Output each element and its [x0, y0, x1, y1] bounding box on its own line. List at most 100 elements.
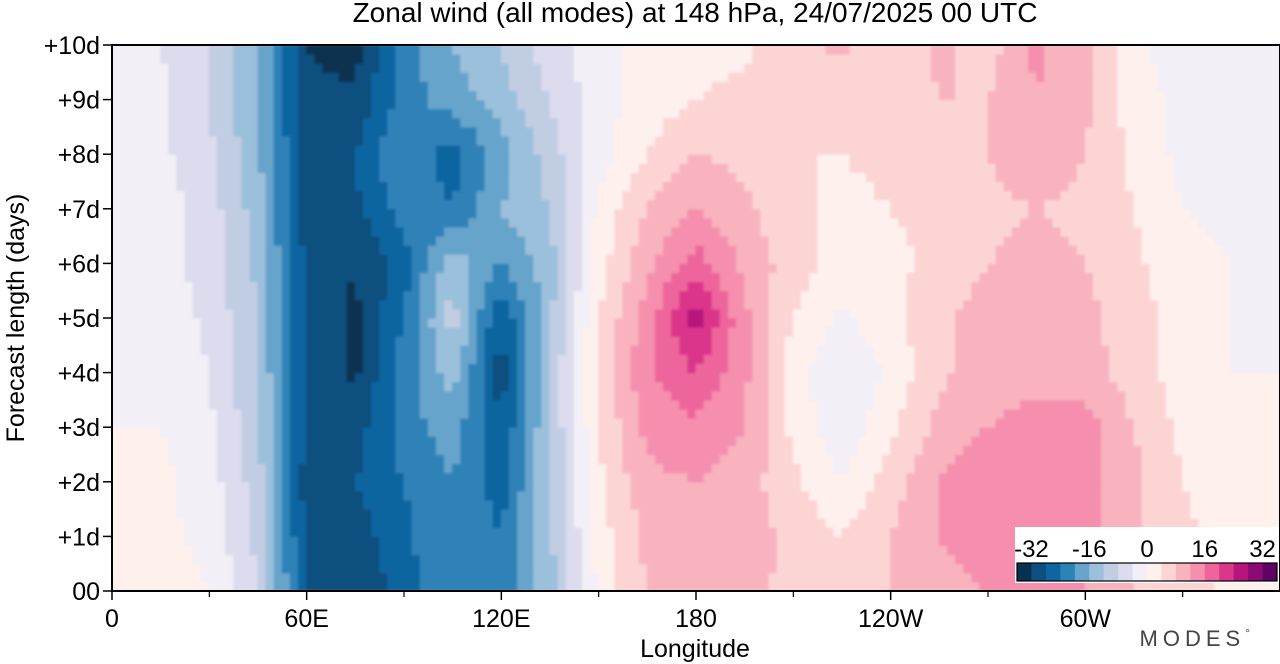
heatmap-cell [719, 517, 729, 528]
heatmap-cell [711, 381, 721, 392]
heatmap-cell [135, 444, 145, 455]
heatmap-cell [719, 472, 729, 483]
heatmap-cell [1109, 417, 1119, 428]
heatmap-cell [873, 326, 884, 337]
heatmap-cell [1133, 581, 1143, 591]
heatmap-cell [306, 481, 316, 492]
heatmap-cell [825, 454, 835, 465]
heatmap-cell [817, 517, 827, 528]
heatmap-cell [525, 581, 535, 591]
heatmap-cell [1036, 481, 1046, 492]
heatmap-cell [143, 472, 154, 483]
heatmap-cell [452, 363, 462, 374]
heatmap-cell [403, 335, 413, 346]
heatmap-cell [922, 363, 932, 374]
heatmap-cell [800, 572, 811, 583]
heatmap-cell [127, 272, 137, 283]
heatmap-cell [289, 463, 300, 474]
heatmap-cell [306, 272, 316, 283]
heatmap-cell [208, 399, 218, 410]
heatmap-cell [792, 390, 802, 401]
heatmap-cell [160, 581, 170, 591]
heatmap-cell [549, 326, 559, 337]
heatmap-cell [703, 344, 713, 355]
heatmap-cell [703, 444, 713, 455]
heatmap-cell [314, 554, 324, 565]
heatmap-cell [160, 353, 170, 364]
heatmap-cell [938, 344, 948, 355]
heatmap-cell [590, 417, 600, 428]
heatmap-cell [979, 381, 989, 392]
heatmap-cell [371, 499, 381, 510]
heatmap-cell [257, 481, 267, 492]
heatmap-cell [1011, 290, 1021, 301]
heatmap-cell [265, 344, 275, 355]
heatmap-cell [971, 326, 981, 337]
heatmap-cell [354, 344, 364, 355]
heatmap-cell [630, 335, 640, 346]
heatmap-cell [152, 272, 162, 283]
heatmap-cell [330, 454, 340, 465]
heatmap-cell [314, 499, 324, 510]
heatmap-cell [1101, 426, 1111, 437]
heatmap-cell [1028, 290, 1038, 301]
heatmap-cell [298, 390, 308, 401]
heatmap-cell [654, 408, 665, 419]
heatmap-cell [1247, 490, 1257, 501]
heatmap-cell [1149, 317, 1159, 328]
heatmap-cell [1011, 481, 1021, 492]
heatmap-cell [192, 281, 202, 292]
heatmap-cell [825, 545, 835, 556]
heatmap-cell [736, 408, 746, 419]
heatmap-cell [955, 581, 965, 591]
heatmap-cell [606, 444, 616, 455]
heatmap-cell [573, 481, 583, 492]
heatmap-cell [257, 535, 267, 546]
heatmap-cell [946, 581, 957, 591]
heatmap-cell [930, 463, 940, 474]
heatmap-cell [500, 399, 510, 410]
heatmap-cell [200, 326, 210, 337]
heatmap-cell [427, 344, 437, 355]
heatmap-cell [573, 472, 583, 483]
heatmap-cell [930, 444, 940, 455]
heatmap-cell [1133, 299, 1143, 310]
heatmap-cell [760, 326, 770, 337]
heatmap-cell [112, 581, 121, 591]
heatmap-cell [525, 472, 535, 483]
heatmap-cell [744, 554, 754, 565]
heatmap-cell [882, 581, 892, 591]
heatmap-cell [160, 335, 170, 346]
heatmap-cell [354, 517, 364, 528]
heatmap-cell [112, 335, 121, 346]
heatmap-cell [298, 572, 308, 583]
heatmap-cell [411, 426, 421, 437]
heatmap-cell [736, 308, 746, 319]
heatmap-cell [387, 444, 397, 455]
heatmap-cell [1028, 372, 1038, 383]
heatmap-cell [500, 335, 510, 346]
heatmap-cell [695, 335, 705, 346]
heatmap-cell [273, 344, 283, 355]
heatmap-cell [484, 335, 494, 346]
heatmap-cell [776, 435, 786, 446]
heatmap-cell [322, 535, 332, 546]
heatmap-cell [987, 372, 997, 383]
heatmap-cell [135, 344, 145, 355]
heatmap-cell [930, 490, 940, 501]
heatmap-cell [1044, 363, 1054, 374]
heatmap-cell [484, 526, 494, 537]
heatmap-cell [995, 499, 1005, 510]
heatmap-cell [1101, 372, 1111, 383]
heatmap-cell [1117, 381, 1127, 392]
heatmap-cell [314, 363, 324, 374]
heatmap-cell [152, 508, 162, 519]
heatmap-cell [590, 463, 600, 474]
heatmap-cell [922, 353, 932, 364]
heatmap-cell [208, 390, 218, 401]
heatmap-cell [955, 481, 965, 492]
heatmap-cell [687, 308, 697, 319]
heatmap-cell [833, 272, 843, 283]
heatmap-cell [500, 363, 510, 374]
heatmap-cell [508, 299, 519, 310]
